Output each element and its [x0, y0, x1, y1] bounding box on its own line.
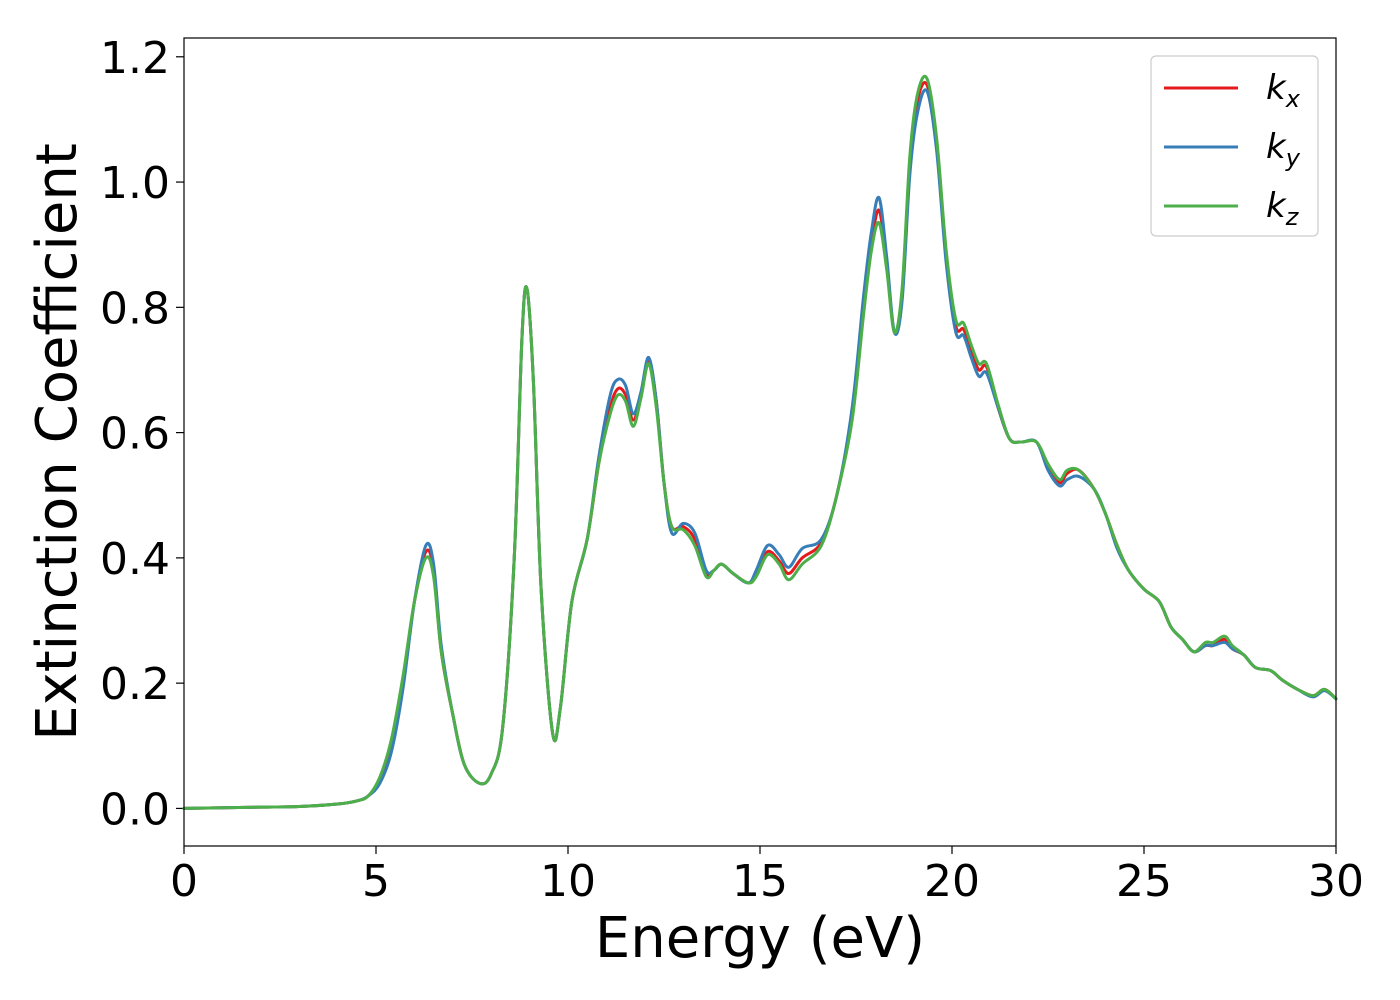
x-tick-label: 20: [924, 856, 980, 907]
series-line-z: [182, 74, 1338, 810]
y-tick-label: 1.0: [100, 158, 170, 209]
x-tick-label: 25: [1116, 856, 1172, 907]
y-tick-label: 0.2: [100, 659, 170, 710]
x-tick-label: 15: [732, 856, 788, 907]
x-tick-label: 30: [1308, 856, 1364, 907]
legend-label-z: kz: [1266, 186, 1300, 231]
x-tick-label: 10: [540, 856, 596, 907]
y-tick-label: 0.4: [100, 534, 170, 585]
plot-frame: [183, 37, 1337, 847]
axis-ticks: 0 5 10 15 20 25 30 0.0 0.2 0.4 0.6 0.8 1.0 1.2: [100, 33, 1364, 907]
y-axis-label: Extinction Coefficient: [25, 143, 90, 741]
y-tick-label: 0.6: [100, 409, 170, 460]
x-tick-label: 0: [170, 856, 198, 907]
y-tick-label: 0.0: [100, 784, 170, 835]
legend-label-y: ky: [1266, 127, 1301, 172]
y-tick-label: 1.2: [100, 33, 170, 84]
x-tick-label: 5: [362, 856, 390, 907]
plot-series: [182, 74, 1338, 810]
legend-label-x: kx: [1266, 68, 1301, 113]
x-axis-label: Energy (eV): [595, 906, 925, 971]
legend: kx ky kz: [1150, 55, 1319, 237]
y-tick-label: 0.8: [100, 283, 170, 334]
